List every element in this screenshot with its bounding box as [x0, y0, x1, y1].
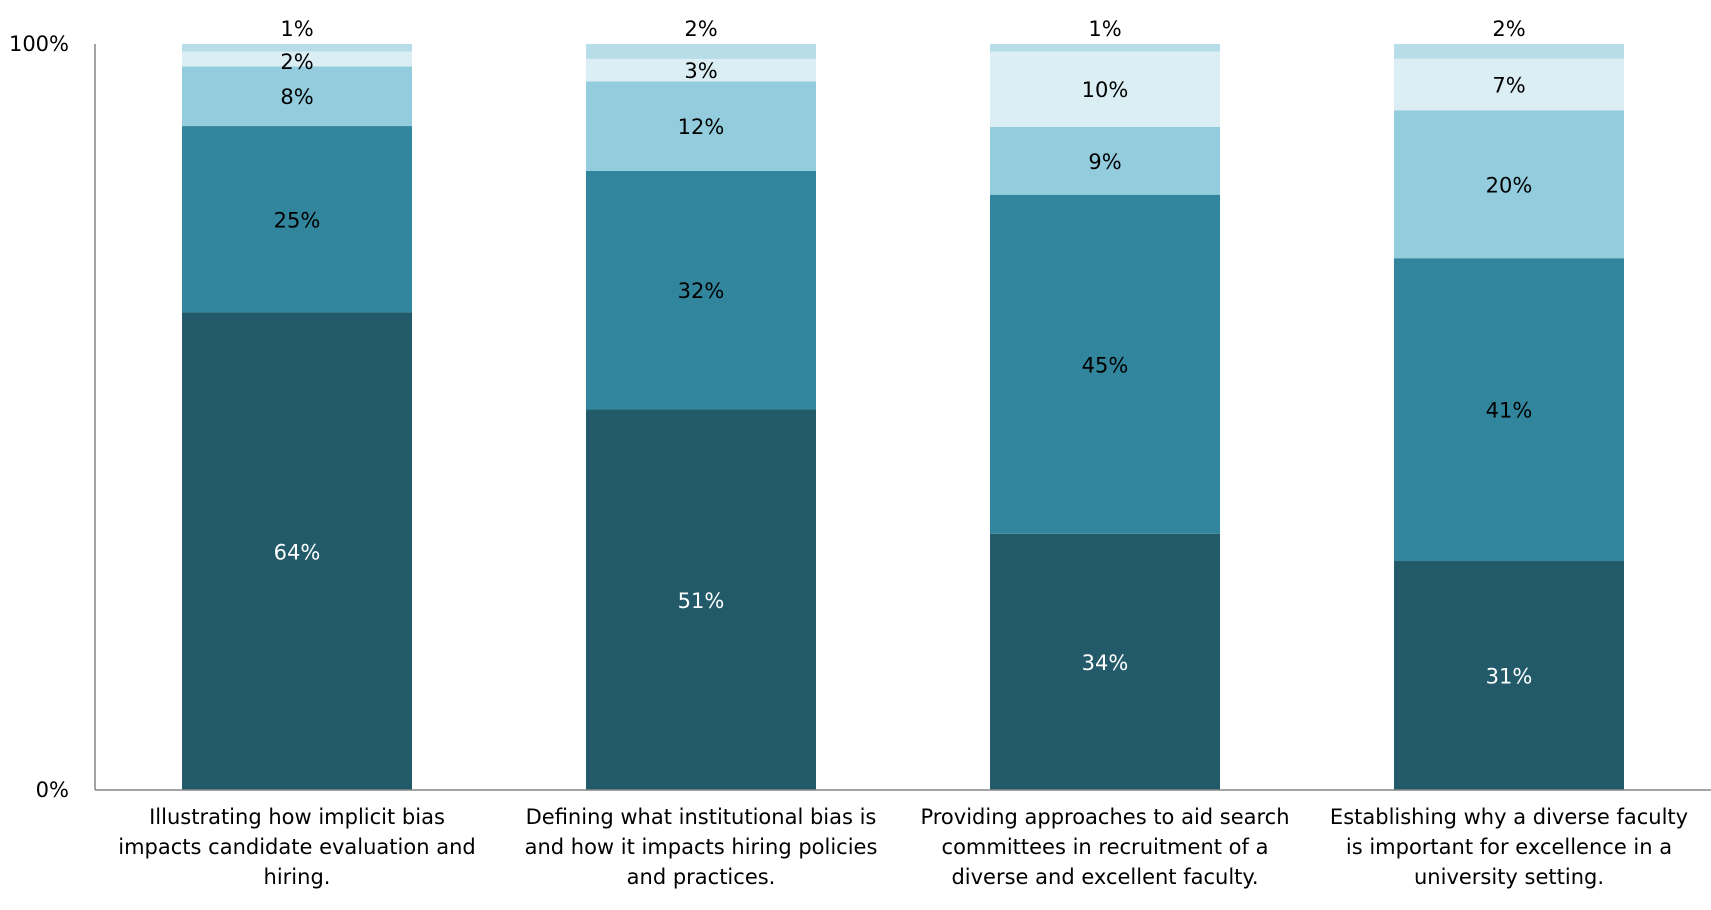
data-label: 1%: [280, 17, 313, 41]
bar-segment: [990, 51, 1220, 127]
bar-segment: [1394, 44, 1624, 59]
bar-segment: [182, 51, 412, 67]
x-category-label: Defining what institutional bias is and …: [524, 805, 878, 889]
bar-segment: [182, 44, 412, 52]
data-label: 41%: [1486, 399, 1533, 423]
x-category-label: Establishing why a diverse faculty is im…: [1329, 805, 1689, 889]
data-label: 3%: [684, 59, 717, 83]
data-label: 25%: [274, 208, 321, 232]
bar-segment: [990, 533, 1220, 790]
bar-segment: [586, 409, 816, 790]
bar-segment: [1394, 110, 1624, 259]
data-label: 12%: [678, 115, 725, 139]
data-label: 20%: [1486, 173, 1533, 197]
bar-segment: [1394, 561, 1624, 790]
data-label: 10%: [1082, 78, 1129, 102]
bar-segment: [990, 44, 1220, 52]
data-label: 8%: [280, 85, 313, 109]
y-tick-label: 100%: [9, 32, 69, 56]
bar-segment: [1394, 58, 1624, 111]
data-label: 2%: [280, 50, 313, 74]
x-category-label: Providing approaches to aid search commi…: [920, 805, 1290, 889]
bar-segment: [182, 126, 412, 313]
y-tick-label: 0%: [36, 778, 69, 802]
data-label: 32%: [678, 279, 725, 303]
data-label: 9%: [1088, 150, 1121, 174]
bar-segment: [586, 81, 816, 171]
data-label: 2%: [684, 17, 717, 41]
data-label: 51%: [678, 589, 725, 613]
bar-segment: [990, 194, 1220, 534]
data-label: 7%: [1492, 74, 1525, 98]
bar-segment: [1394, 258, 1624, 562]
bar-segment: [990, 126, 1220, 195]
data-label: 64%: [274, 540, 321, 564]
data-label: 1%: [1088, 17, 1121, 41]
data-label: 45%: [1082, 353, 1129, 377]
bar-segment: [586, 44, 816, 59]
bar-segment: [586, 170, 816, 410]
x-category-label: Illustrating how implicit bias impacts c…: [118, 805, 476, 889]
bar-segment: [182, 66, 412, 127]
data-label: 34%: [1082, 651, 1129, 675]
data-label: 2%: [1492, 17, 1525, 41]
data-label: 31%: [1486, 665, 1533, 689]
bar-segment: [586, 58, 816, 82]
bar-segment: [182, 312, 412, 790]
